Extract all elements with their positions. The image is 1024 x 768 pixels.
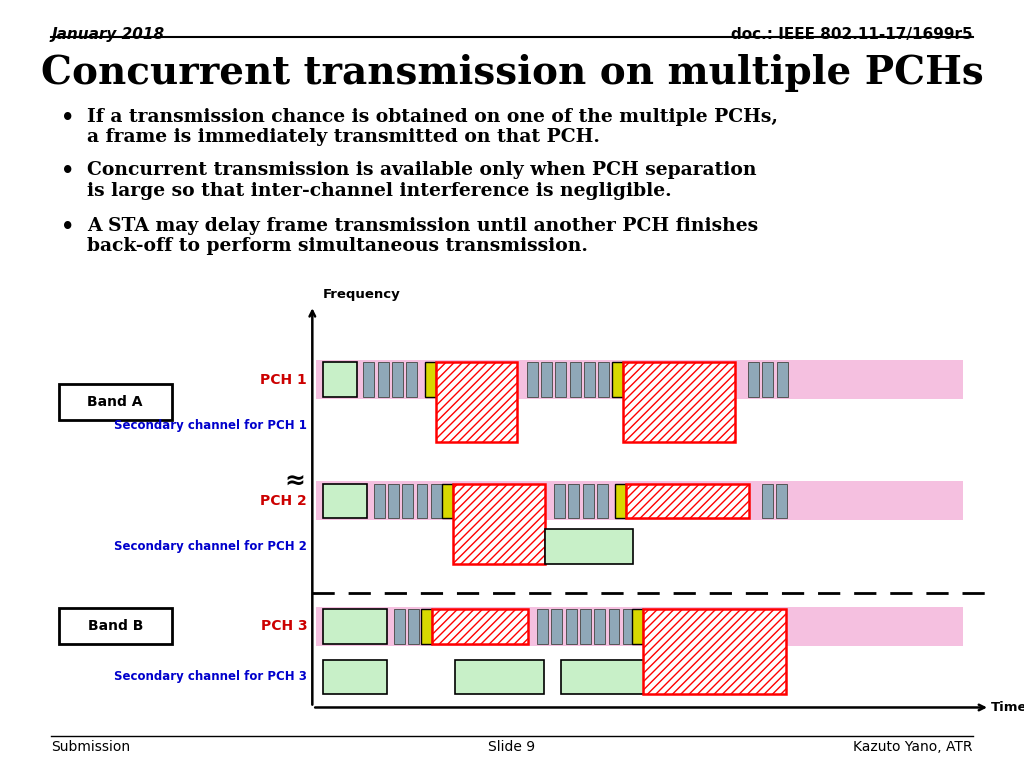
Bar [598, 362, 609, 397]
Bar [777, 362, 787, 397]
Bar [584, 362, 595, 397]
Bar [608, 609, 620, 644]
Bar [388, 484, 398, 518]
Bar [425, 362, 435, 397]
Text: Concurrent transmission on multiple PCHs: Concurrent transmission on multiple PCHs [41, 54, 983, 91]
Text: ≈: ≈ [285, 469, 306, 493]
Bar [378, 362, 388, 397]
Bar [323, 660, 387, 694]
Bar [315, 360, 963, 399]
Text: doc.: IEEE 802.11-17/1699r5: doc.: IEEE 802.11-17/1699r5 [731, 27, 973, 42]
Bar [762, 484, 773, 518]
Bar [323, 609, 387, 644]
Bar [526, 362, 538, 397]
Bar [627, 484, 749, 518]
Bar [453, 484, 545, 564]
Text: Kazuto Yano, ATR: Kazuto Yano, ATR [853, 740, 973, 753]
Bar [394, 609, 404, 644]
Bar [409, 609, 419, 644]
Text: Time: Time [991, 701, 1024, 714]
Bar [364, 362, 375, 397]
Bar [323, 362, 356, 397]
Text: PCH 1: PCH 1 [260, 372, 307, 386]
Bar [612, 362, 623, 397]
Bar [554, 484, 565, 518]
Bar [402, 484, 413, 518]
Bar [633, 609, 643, 644]
Bar [551, 609, 562, 644]
Bar [323, 484, 367, 518]
Text: If a transmission chance is obtained on one of the multiple PCHs,
a frame is imm: If a transmission chance is obtained on … [87, 108, 778, 147]
Bar [315, 482, 963, 520]
Text: Band B: Band B [87, 619, 143, 634]
Bar [749, 362, 759, 397]
Text: Secondary channel for PCH 2: Secondary channel for PCH 2 [115, 540, 307, 553]
Bar [615, 484, 627, 518]
Text: Submission: Submission [51, 740, 130, 753]
Bar [315, 607, 963, 646]
Bar [441, 484, 453, 518]
Bar [568, 484, 580, 518]
Bar [623, 609, 634, 644]
Text: Secondary channel for PCH 1: Secondary channel for PCH 1 [115, 419, 307, 432]
Text: •: • [61, 161, 75, 181]
Bar [421, 609, 432, 644]
Bar [776, 484, 787, 518]
Text: January 2018: January 2018 [51, 27, 164, 42]
Bar [545, 529, 633, 564]
Text: •: • [61, 217, 75, 237]
Bar [407, 362, 417, 397]
Bar [643, 609, 786, 694]
Text: PCH 2: PCH 2 [260, 494, 307, 508]
Text: Secondary channel for PCH 3: Secondary channel for PCH 3 [115, 670, 307, 684]
Bar [580, 609, 591, 644]
Bar [456, 660, 544, 694]
Bar [541, 362, 552, 397]
Bar [374, 484, 384, 518]
Bar [432, 609, 527, 644]
Bar [597, 484, 608, 518]
Bar [583, 484, 594, 518]
Bar [565, 609, 577, 644]
Bar [594, 609, 605, 644]
Bar [569, 362, 581, 397]
Bar [435, 362, 517, 442]
Bar [392, 362, 402, 397]
Bar [431, 484, 441, 518]
Bar [417, 484, 427, 518]
Bar [763, 362, 773, 397]
Text: A STA may delay frame transmission until another PCH finishes
back-off to perfor: A STA may delay frame transmission until… [87, 217, 758, 256]
Text: •: • [61, 108, 75, 127]
Bar [537, 609, 548, 644]
Bar [555, 362, 566, 397]
Text: Frequency: Frequency [323, 288, 400, 301]
Bar [561, 660, 649, 694]
Bar [623, 362, 735, 442]
Text: Concurrent transmission is available only when PCH separation
is large so that i: Concurrent transmission is available onl… [87, 161, 757, 200]
Text: PCH 3: PCH 3 [260, 619, 307, 634]
Text: Band A: Band A [87, 396, 143, 409]
Text: Slide 9: Slide 9 [488, 740, 536, 753]
